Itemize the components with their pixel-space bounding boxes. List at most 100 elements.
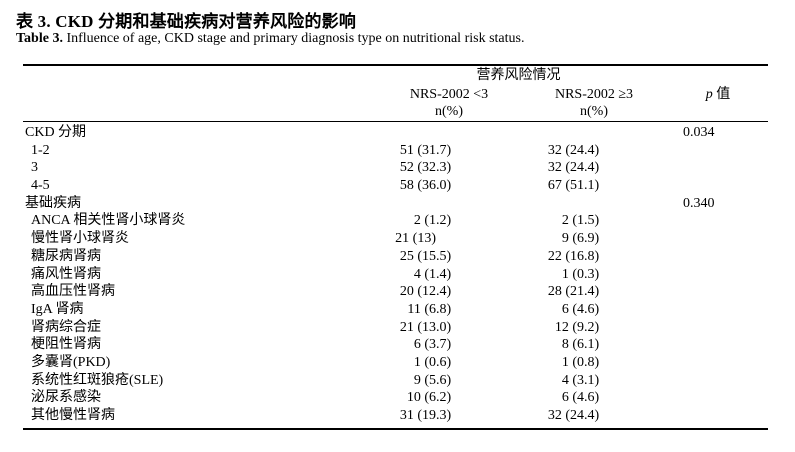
cell-p-value [638,283,768,301]
cell-nrs-ge3: 67 (51.1) [547,178,600,194]
table-row: 梗阻性肾病 6 (3.7) 8 (6.1) [23,336,768,354]
row-label: ANCA 相关性肾小球肾炎 [31,213,186,229]
cell-nrs-ge3: 2 (1.5) [561,213,600,229]
cell-p-value [638,372,768,390]
cell-nrs-lt3: 11 (6.8) [407,301,452,317]
table-row: ANCA 相关性肾小球肾炎 2 (1.2) 2 (1.5) [23,212,768,230]
row-label: 多囊肾(PKD) [31,354,111,370]
cell-nrs-lt3: 4 (1.4) [413,266,452,282]
row-label: 泌尿系感染 [31,390,101,406]
cell-nrs-ge3: 12 (9.2) [554,319,600,335]
cell-p-value [638,177,768,195]
table-row: 4-5 58 (36.0) 67 (51.1) [23,177,768,195]
cell-p-value [638,301,768,319]
cell-nrs-ge3 [493,124,638,142]
span-header-nutritional-risk: 营养风险情况 [476,68,561,83]
row-label: IgA 肾病 [31,301,84,317]
cell-p-value: 0.340 [683,195,715,211]
cell-p-value [638,266,768,284]
cell-nrs-ge3 [493,195,638,213]
table-row: 多囊肾(PKD) 1 (0.6) 1 (0.8) [23,354,768,372]
cell-p-value [638,142,768,160]
table-row: 慢性肾小球肾炎 21 (13) 9 (6.9) [23,230,768,248]
table-row: 系统性红斑狼疮(SLE) 9 (5.6) 4 (3.1) [23,372,768,390]
table-row: 1-2 51 (31.7) 32 (24.4) [23,142,768,160]
cell-nrs-ge3: 1 (0.8) [561,354,600,370]
cell-p-value [638,159,768,177]
cell-p-value [638,407,768,425]
table-row: 肾病综合症 21 (13.0) 12 (9.2) [23,319,768,337]
data-table: 营养风险情况 NRS-2002 <3 NRS-2002 ≥3 p 值 n(%) … [23,64,768,430]
cell-nrs-lt3: 21 (13) [395,231,436,247]
cell-nrs-lt3: 25 (15.5) [399,248,452,264]
cell-p-value [638,336,768,354]
row-label: 慢性肾小球肾炎 [31,231,129,247]
table-row: IgA 肾病 11 (6.8) 6 (4.6) [23,301,768,319]
row-label: 高血压性肾病 [31,284,115,300]
table-header: 营养风险情况 NRS-2002 <3 NRS-2002 ≥3 p 值 n(%) … [23,64,768,122]
cell-nrs-ge3: 4 (3.1) [561,372,600,388]
table-row: 基础疾病 0.340 [23,195,768,213]
row-label: 糖尿病肾病 [31,248,101,264]
col-header-p-value: p 值 [638,85,768,104]
cell-nrs-ge3: 32 (24.4) [547,408,600,423]
row-label: CKD 分期 [25,125,87,140]
table-caption-en: Table 3. Influence of age, CKD stage and… [16,31,524,47]
header-row-span: 营养风险情况 [23,66,768,85]
row-label: 3 [31,160,38,176]
table-title-zh: 表 3. CKD 分期和基础疾病对营养风险的影响 [16,12,357,31]
p-label: 值 [712,87,731,102]
row-label: 肾病综合症 [31,319,101,335]
cell-nrs-ge3: 6 (4.6) [561,390,600,406]
header-row-columns: NRS-2002 <3 NRS-2002 ≥3 p 值 [23,85,768,104]
table-row: 糖尿病肾病 25 (15.5) 22 (16.8) [23,248,768,266]
cell-nrs-ge3: 6 (4.6) [561,301,600,317]
cell-nrs-lt3: 9 (5.6) [413,372,452,388]
cell-p-value [638,354,768,372]
cell-nrs-ge3: 9 (6.9) [561,231,600,247]
cell-nrs-ge3: 32 (24.4) [547,142,600,158]
table-row: 泌尿系感染 10 (6.2) 6 (4.6) [23,389,768,407]
cell-p-value [638,230,768,248]
cell-nrs-lt3: 6 (3.7) [413,337,452,353]
caption-en-text: Influence of age, CKD stage and primary … [62,31,525,46]
table-row: 高血压性肾病 20 (12.4) 28 (21.4) [23,283,768,301]
cell-nrs-lt3: 10 (6.2) [406,390,452,406]
cell-nrs-lt3: 58 (36.0) [399,178,452,194]
col-header-nrs-ge3: NRS-2002 ≥3 [554,87,634,102]
cell-nrs-ge3: 22 (16.8) [547,248,600,264]
cell-nrs-ge3: 8 (6.1) [561,337,600,353]
cell-nrs-lt3: 20 (12.4) [399,284,452,300]
row-label: 系统性红斑狼疮(SLE) [31,372,164,388]
row-label: 基础疾病 [25,195,81,211]
row-label: 4-5 [31,178,50,194]
table-body: CKD 分期 0.034 1-2 51 (31.7) 32 (24.4) 3 5… [23,122,768,430]
row-label: 1-2 [31,142,50,158]
p-italic: p [705,87,713,102]
table-row: 3 52 (32.3) 32 (24.4) [23,159,768,177]
cell-nrs-lt3 [363,124,493,142]
table-row: CKD 分期 0.034 [23,124,768,142]
cell-p-value [638,389,768,407]
cell-nrs-lt3: 1 (0.6) [413,354,452,370]
cell-nrs-lt3: 2 (1.2) [413,213,452,229]
cell-nrs-lt3: 51 (31.7) [399,142,452,158]
col-subheader-npct-lt3: n(%) [435,104,463,119]
cell-nrs-ge3: 1 (0.3) [561,266,600,282]
cell-nrs-ge3: 32 (24.4) [547,160,600,176]
cell-p-value [638,319,768,337]
cell-p-value: 0.034 [683,125,715,140]
cell-nrs-lt3 [363,195,493,213]
cell-p-value [638,248,768,266]
cell-nrs-ge3: 28 (21.4) [547,284,600,300]
row-label: 痛风性肾病 [31,266,101,282]
cell-nrs-lt3: 52 (32.3) [399,160,452,176]
col-subheader-npct-ge3: n(%) [580,104,608,119]
table-row: 其他慢性肾病 31 (19.3) 32 (24.4) [23,407,768,425]
row-label: 其他慢性肾病 [31,408,115,423]
table-row: 痛风性肾病 4 (1.4) 1 (0.3) [23,266,768,284]
cell-nrs-lt3: 31 (19.3) [399,408,452,423]
cell-nrs-lt3: 21 (13.0) [399,319,452,335]
header-row-units: n(%) n(%) [23,104,768,121]
